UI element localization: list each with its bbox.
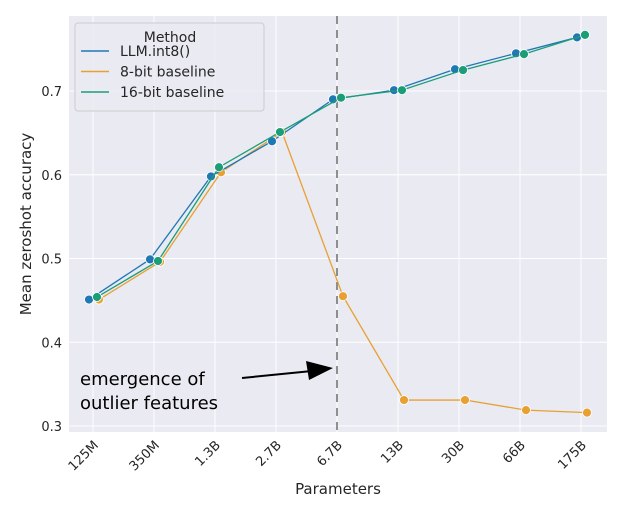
- data-point: [397, 85, 407, 96]
- y-tick-label: 0.6: [41, 169, 62, 184]
- series-group: [84, 29, 592, 418]
- annotation-arrow: [241, 361, 333, 380]
- data-point: [521, 405, 531, 415]
- y-tick-label: 0.3: [41, 420, 62, 435]
- data-point: [519, 49, 529, 60]
- data-point: [399, 395, 409, 405]
- legend-title: Method: [144, 30, 197, 46]
- legend-entry: 16-bit baseline: [120, 85, 224, 101]
- data-point: [336, 92, 346, 103]
- y-tick-label: 0.7: [41, 85, 62, 100]
- x-axis-label: Parameters: [295, 480, 381, 498]
- series-2: [92, 29, 590, 302]
- x-tick-label: 350M: [127, 438, 163, 474]
- data-point: [460, 395, 470, 405]
- x-tick-label: 30B: [439, 438, 468, 467]
- data-point: [92, 292, 102, 302]
- y-ticks: 0.3 0.4 0.5 0.6 0.7: [41, 85, 62, 435]
- legend-entry: 8-bit baseline: [120, 65, 215, 81]
- y-tick-label: 0.4: [41, 336, 62, 351]
- data-point: [338, 291, 348, 302]
- x-tick-label: 66B: [500, 438, 529, 467]
- annotation-line-2: outlier features: [80, 393, 218, 414]
- data-point: [582, 407, 592, 418]
- data-point: [580, 29, 590, 40]
- y-tick-label: 0.5: [41, 253, 62, 268]
- legend: Method LLM.int8() 8-bit baseline 16-bit ba…: [74, 22, 265, 112]
- data-point: [153, 256, 163, 266]
- legend-entry: LLM.int8(): [120, 44, 190, 60]
- data-point: [458, 65, 468, 75]
- data-point: [275, 127, 285, 137]
- data-point: [206, 171, 216, 182]
- data-point: [145, 254, 155, 265]
- data-point: [214, 162, 224, 173]
- x-tick-label: 1.3B: [192, 438, 224, 470]
- x-tick-label: 175B: [555, 438, 589, 472]
- x-tick-label: 125M: [66, 438, 102, 474]
- x-ticks: 125M 350M 1.3B 2.7B 6.7B 13B 30B 66B 175B: [66, 438, 590, 474]
- x-tick-label: 6.7B: [314, 438, 346, 470]
- annotation-line-1: emergence of: [80, 369, 205, 390]
- y-axis-label: Mean zeroshot accuracy: [17, 133, 35, 316]
- x-tick-label: 13B: [378, 438, 407, 467]
- x-tick-label: 2.7B: [253, 438, 285, 470]
